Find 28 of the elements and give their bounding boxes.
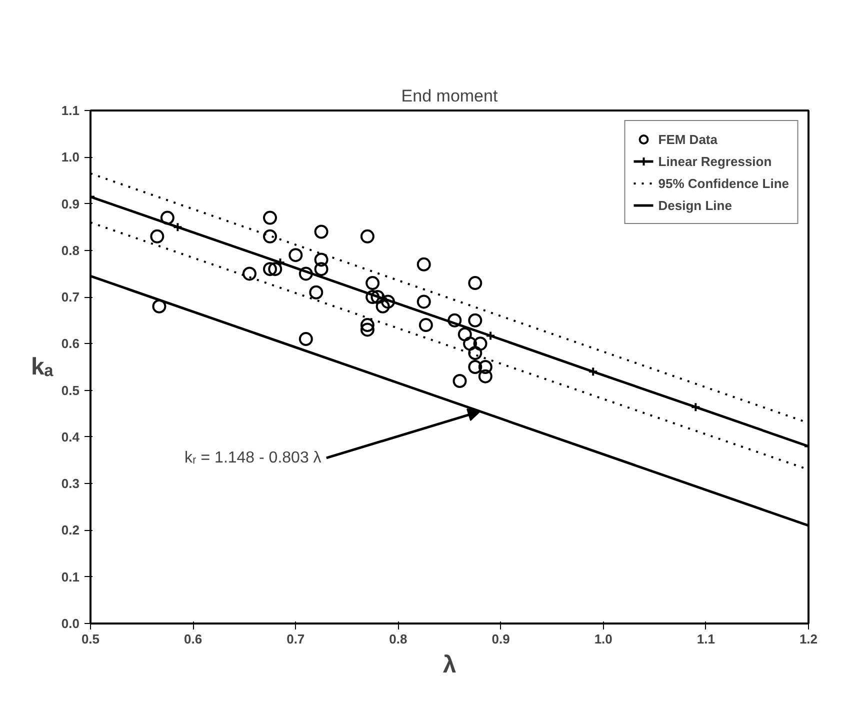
y-tick-label: 0.7 bbox=[61, 290, 80, 305]
chart-title: End moment bbox=[401, 86, 498, 106]
x-axis-title: λ bbox=[442, 652, 456, 678]
x-tick-label: 0.8 bbox=[389, 632, 408, 646]
y-tick-label: 0.3 bbox=[61, 476, 80, 492]
x-tick-label: 0.6 bbox=[184, 632, 202, 646]
x-tick-label: 1.0 bbox=[594, 632, 612, 646]
y-tick-label: 0.2 bbox=[61, 522, 80, 538]
legend-label: 95% Confidence Line bbox=[658, 176, 789, 190]
y-tick-label: 0.8 bbox=[61, 242, 80, 258]
legend-label: Design Line bbox=[658, 198, 732, 212]
x-tick-label: 1.2 bbox=[799, 632, 818, 646]
y-tick-label: 0.5 bbox=[61, 382, 80, 398]
annotation: kᵣ = 1.148 - 0.803 λ bbox=[184, 449, 322, 466]
y-tick-label: 0.6 bbox=[61, 336, 80, 352]
y-axis-title: kₐ bbox=[31, 354, 54, 380]
y-tick-label: 0.4 bbox=[61, 429, 80, 444]
x-tick-label: 0.5 bbox=[81, 632, 100, 646]
y-tick-label: 0.0 bbox=[61, 616, 80, 631]
x-tick-label: 0.7 bbox=[286, 632, 305, 646]
x-tick-label: 0.9 bbox=[492, 632, 510, 646]
legend-label: Linear Regression bbox=[658, 154, 772, 168]
y-tick-label: 1.0 bbox=[61, 150, 80, 165]
y-tick-label: 0.1 bbox=[61, 569, 80, 584]
legend-label: FEM Data bbox=[658, 132, 718, 146]
y-tick-label: 0.9 bbox=[61, 196, 80, 212]
y-tick-label: 1.1 bbox=[61, 103, 80, 118]
x-tick-label: 1.1 bbox=[696, 632, 715, 646]
